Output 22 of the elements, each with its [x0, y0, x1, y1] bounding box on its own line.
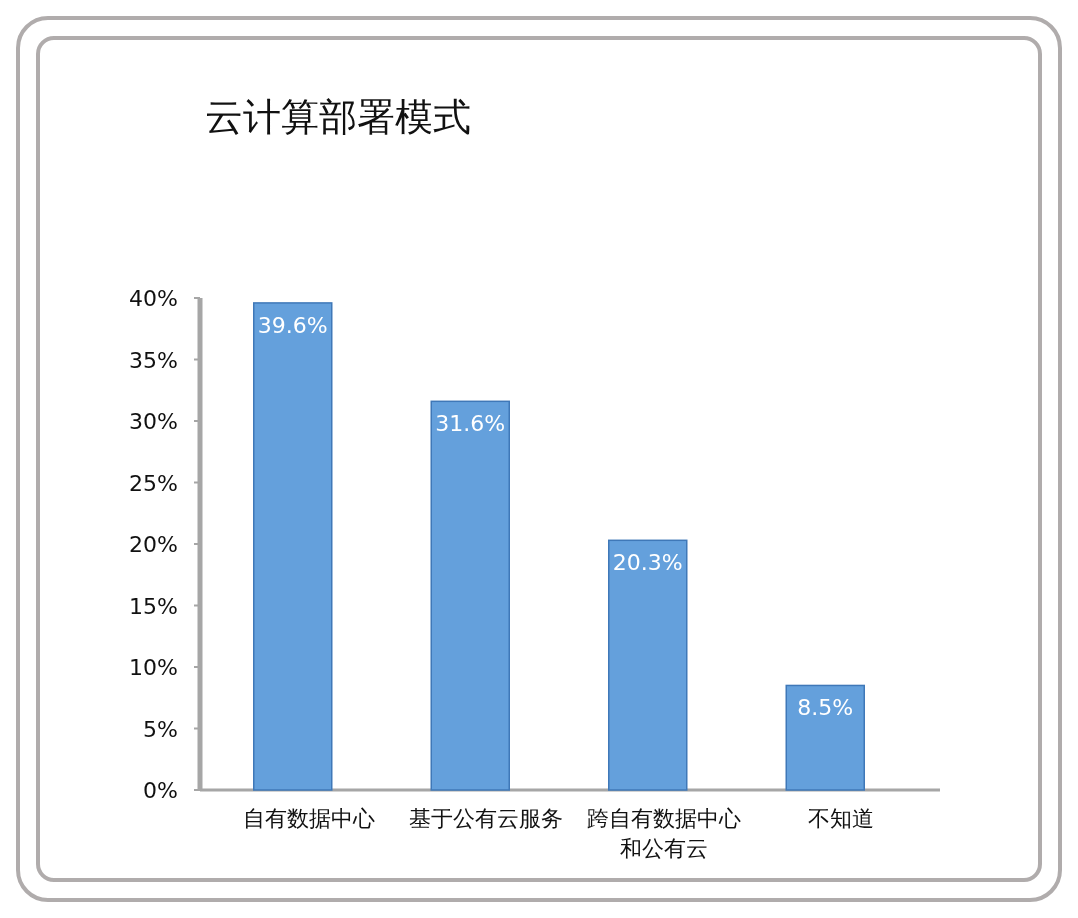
x-tick-label: 不知道 [808, 806, 875, 831]
bar [430, 400, 510, 791]
y-tick-label: 10% [129, 655, 178, 680]
y-tick-label: 5% [143, 716, 178, 742]
data-label: 39.6% [257, 312, 328, 338]
x-tick-label: 基于公有云服务 [409, 806, 564, 831]
data-label: 31.6% [435, 411, 506, 437]
data-label: 20.3% [612, 550, 683, 576]
y-tick-label: 0% [143, 778, 178, 803]
data-label: 8.5% [797, 695, 854, 721]
x-tick-label: 自有数据中心 [242, 806, 375, 831]
y-tick-label: 25% [129, 470, 178, 496]
y-tick-label: 15% [129, 593, 178, 619]
y-tick-label: 30% [129, 409, 178, 434]
bar [785, 684, 865, 791]
bar [608, 539, 688, 791]
bar [253, 302, 333, 791]
y-tick-label: 40% [129, 286, 178, 311]
y-tick-label: 35% [129, 347, 178, 373]
x-tick-label: 跨自有数据中心和公有云 [586, 806, 741, 861]
y-tick-label: 20% [129, 532, 178, 557]
chart-title: 云计算部署模式 [205, 95, 471, 139]
